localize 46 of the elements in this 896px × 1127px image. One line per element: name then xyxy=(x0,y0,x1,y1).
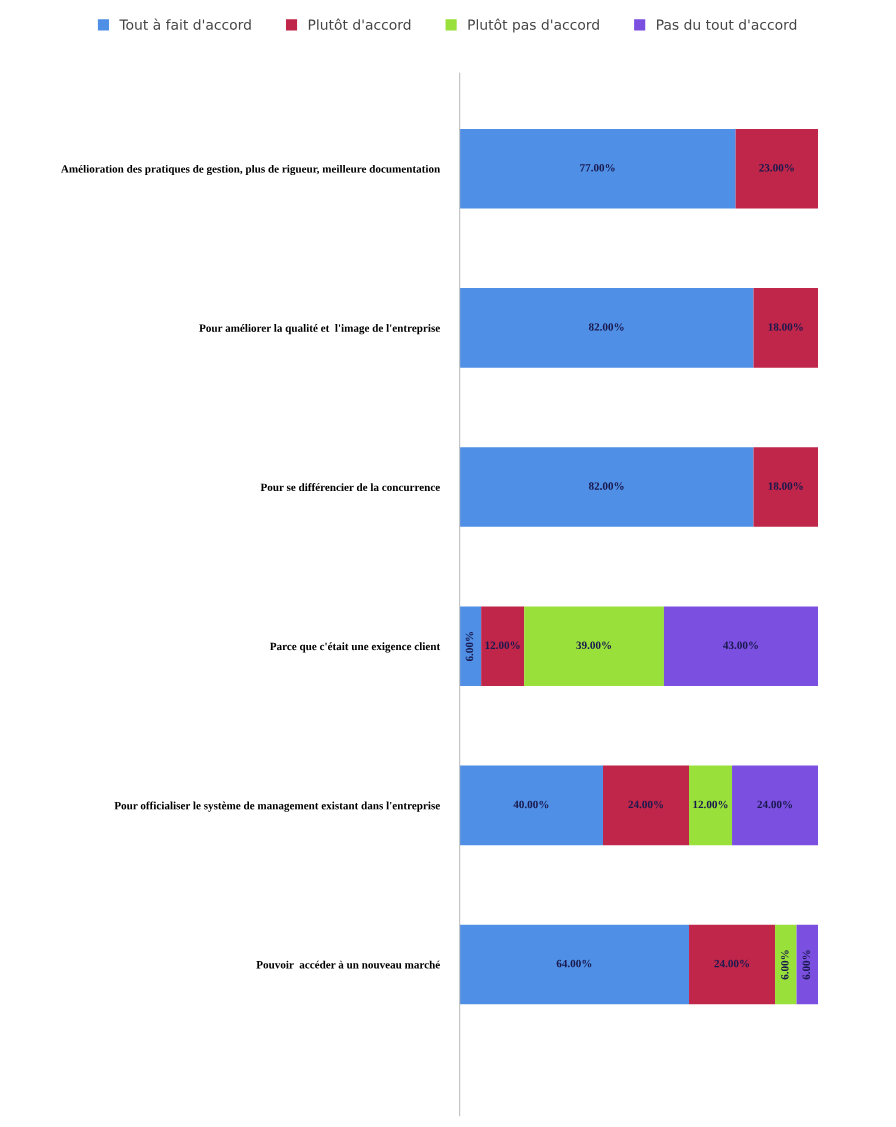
data-label: 18.00% xyxy=(768,482,803,490)
legend-label: Pas du tout d'accord xyxy=(657,19,797,30)
bar xyxy=(775,924,797,1005)
bar xyxy=(524,606,664,687)
bar xyxy=(459,765,604,846)
legend-label: Plutôt pas d'accord xyxy=(468,18,599,33)
data-label: 6.00% xyxy=(781,950,789,980)
data-label: 82.00% xyxy=(588,482,624,490)
data-label: 24.00% xyxy=(628,800,664,809)
bar xyxy=(459,128,736,209)
bar xyxy=(459,288,754,368)
data-label: 82.00% xyxy=(588,323,624,331)
bar xyxy=(689,924,776,1005)
data-label: 6.00% xyxy=(465,631,474,662)
bar xyxy=(663,606,819,687)
data-label: 24.00% xyxy=(714,959,750,968)
y-tick-label: Pour officialiser le système de management existant dans l'entreprise xyxy=(114,801,440,812)
data-label: 24.00% xyxy=(757,800,793,809)
bar xyxy=(459,606,482,687)
data-label: 18.00% xyxy=(768,323,803,331)
data-label: 39.00% xyxy=(576,641,612,650)
bar xyxy=(481,606,525,687)
data-label: 6.00% xyxy=(802,950,811,980)
bar xyxy=(689,765,733,846)
data-label: 23.00% xyxy=(759,164,794,172)
bar xyxy=(459,924,690,1005)
data-label: 40.00% xyxy=(513,800,549,809)
y-tick-label: Parce que c'était une exigence client xyxy=(269,642,441,653)
data-label: 12.00% xyxy=(485,641,520,650)
bar xyxy=(732,765,819,846)
bar xyxy=(753,447,819,527)
y-tick-label: Pouvoir accéder à un nouveau marché xyxy=(256,960,440,969)
data-label: 12.00% xyxy=(693,800,728,809)
data-label: 64.00% xyxy=(556,959,592,968)
data-label: 77.00% xyxy=(580,164,615,172)
y-tick-label: Pour améliorer la qualité et l'image de l'entreprise xyxy=(199,324,440,335)
legend-label: Plutôt d'accord xyxy=(308,18,411,30)
bar xyxy=(735,128,819,209)
bar xyxy=(796,924,819,1005)
bar xyxy=(459,447,754,527)
y-tick-label: Amélioration des pratiques de gestion, plus de rigueur, meilleure documentation xyxy=(60,164,441,176)
legend-label: Tout à fait d'accord xyxy=(119,18,251,30)
bar xyxy=(603,765,690,846)
y-tick-label: Pour se différencier de la concurrence xyxy=(260,483,440,492)
bar xyxy=(753,288,819,368)
data-label: 43.00% xyxy=(723,641,759,650)
